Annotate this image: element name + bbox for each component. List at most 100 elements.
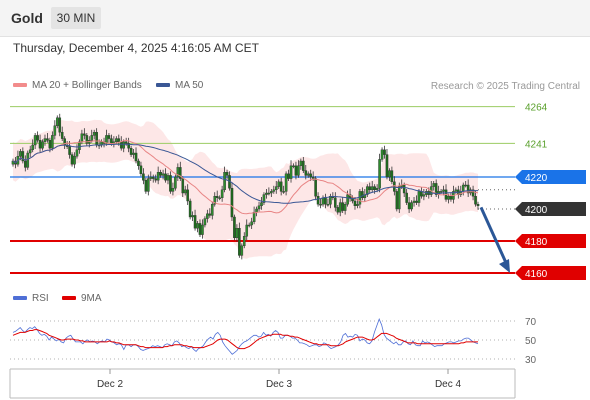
candle-body (304, 170, 308, 176)
x-tick-label: Dec 2 (97, 379, 124, 390)
candle-body (193, 215, 197, 229)
candle-body (395, 191, 399, 210)
candle-body (208, 213, 212, 216)
candle-body (149, 176, 153, 179)
candle-body (235, 227, 239, 238)
ma50-line (12, 143, 478, 204)
candle-body (279, 181, 283, 192)
credit: Research © 2025 Trading Central (430, 81, 580, 92)
candle-body (21, 151, 25, 162)
candle-body (151, 176, 155, 179)
support-price-tag[interactable] (515, 234, 586, 248)
ma20-line (12, 139, 479, 215)
resistance-label: 4264 (525, 103, 548, 114)
candle-body (83, 133, 86, 136)
candle-body (31, 144, 34, 151)
legend-9ma-label: 9MA (81, 293, 102, 304)
candle-body (252, 211, 256, 222)
timeframe-button[interactable]: 30 MIN (51, 7, 101, 29)
candle-body (196, 223, 199, 229)
candle-body (378, 159, 381, 189)
candle-body (380, 149, 384, 160)
candle-body (215, 195, 219, 198)
candle-body (164, 173, 167, 181)
candle-body (410, 202, 413, 210)
rsi-tick-label: 50 (525, 336, 537, 347)
candle-body (68, 146, 71, 155)
candle-body (284, 173, 288, 192)
candle-body (115, 138, 118, 143)
candle-body (292, 165, 295, 168)
candle-body (407, 202, 411, 210)
candle-body (353, 200, 357, 207)
support-price-label: 4180 (525, 237, 548, 248)
candle-body (454, 189, 458, 192)
candle-body (272, 189, 276, 192)
candle-body (461, 184, 465, 192)
candle-body (144, 179, 148, 192)
candle-body (319, 203, 322, 206)
candle-body (242, 235, 246, 246)
candle-body (240, 245, 244, 256)
current-price-tag[interactable] (515, 202, 586, 216)
candle-body (365, 186, 369, 195)
support-price-tag[interactable] (515, 266, 586, 280)
candle-body (402, 184, 406, 194)
pivot-price-label: 4220 (525, 173, 548, 184)
candle-body (375, 187, 379, 190)
pivot-price-tag[interactable] (515, 170, 586, 184)
rsi-ma-line (12, 329, 478, 350)
candle-body (26, 152, 30, 168)
candle-body (19, 151, 22, 157)
candle-body (75, 149, 79, 157)
candle-body (201, 224, 204, 235)
ma20-swatch-icon (13, 83, 27, 88)
candle-body (336, 207, 340, 213)
candle-body (156, 171, 160, 181)
candle-body (134, 152, 138, 162)
rsi-tick-label: 30 (525, 355, 537, 366)
legend-9ma: 9MA (62, 293, 102, 304)
candle-body (48, 139, 52, 149)
candle-body (343, 203, 347, 211)
candle-body (417, 191, 421, 203)
candle-body (159, 171, 162, 176)
candle-body (277, 181, 281, 187)
candle-body (41, 141, 44, 149)
candle-body (223, 171, 226, 190)
candle-body (124, 141, 128, 144)
candle-body (338, 202, 342, 213)
candle-body (142, 173, 145, 181)
candle-body (51, 135, 54, 149)
rsi-swatch-icon (13, 296, 27, 301)
rsi-line (12, 317, 479, 355)
candle-body (183, 189, 187, 194)
candle-body (390, 170, 394, 183)
candle-body (368, 186, 372, 191)
candle-body (447, 195, 450, 200)
candle-body (282, 191, 285, 193)
candle-body (464, 184, 467, 187)
x-tick-label: Dec 4 (435, 379, 462, 390)
candle-body (127, 143, 130, 149)
candle-body (329, 195, 332, 205)
candle-body (225, 171, 229, 176)
candle-body (265, 192, 268, 195)
candle-body (233, 216, 236, 238)
candle-body (171, 187, 175, 192)
candle-body (262, 194, 266, 203)
candle-body (321, 197, 325, 205)
candle-body (161, 173, 165, 176)
rsi-ma-swatch-icon (62, 296, 76, 301)
candle-body (397, 186, 401, 210)
legend-ma20-label: MA 20 + Bollinger Bands (32, 80, 142, 91)
candle-body (294, 165, 298, 176)
candle-body (466, 184, 470, 194)
candle-body (289, 165, 293, 179)
candle-body (334, 197, 337, 208)
candle-body (422, 194, 426, 197)
candle-body (203, 218, 207, 226)
candle-body (210, 203, 214, 216)
candle-body (449, 195, 453, 200)
